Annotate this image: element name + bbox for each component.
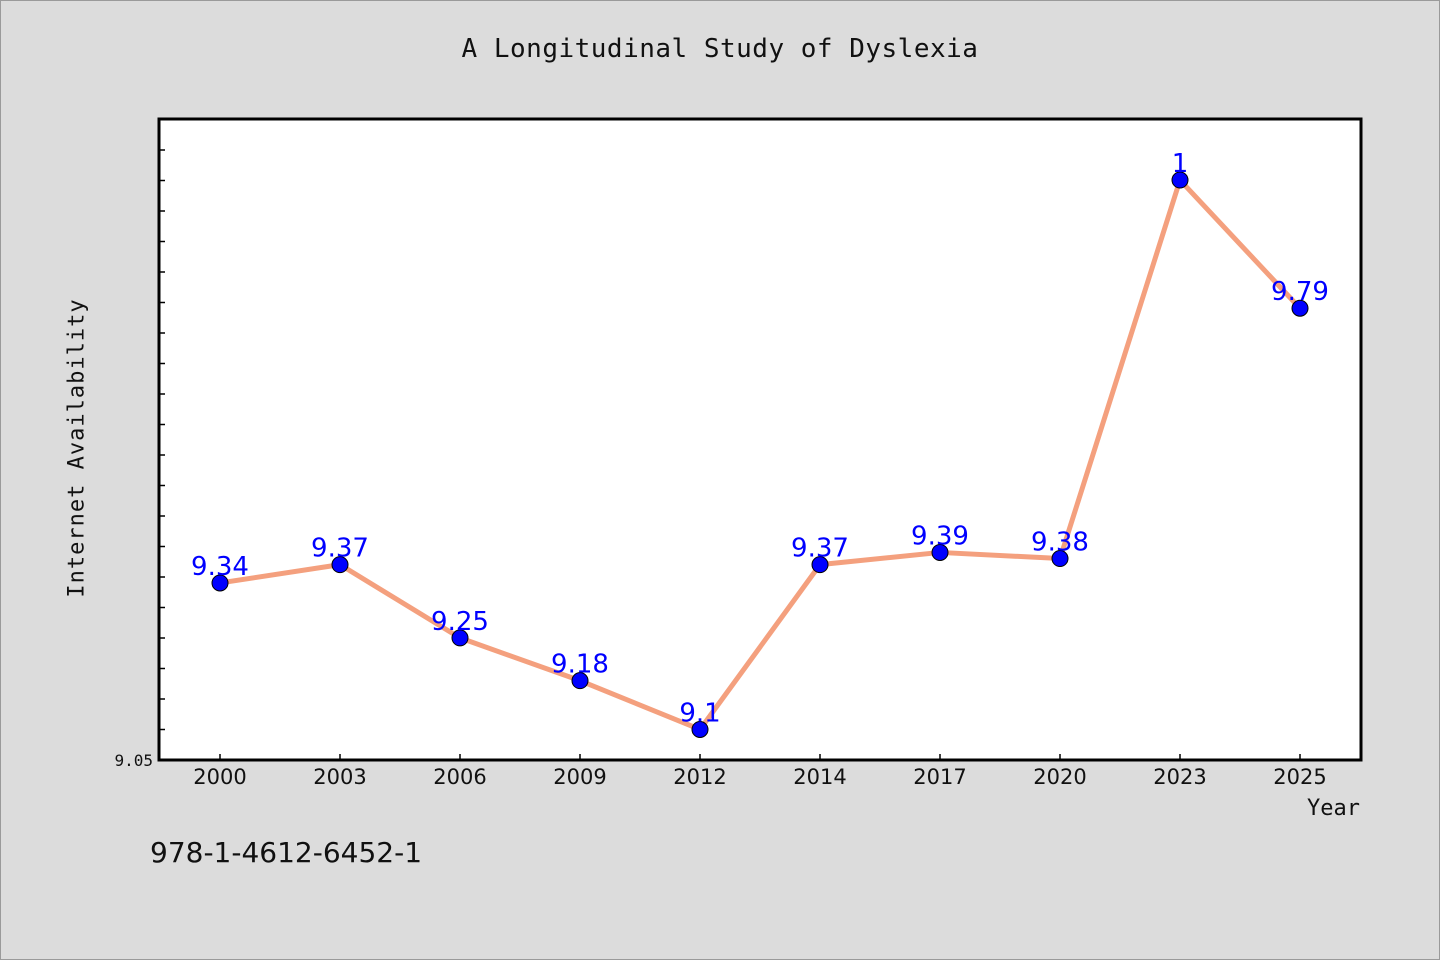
data-label: 9.18 <box>551 650 609 680</box>
x-tick-label: 2009 <box>553 765 606 789</box>
data-point <box>571 672 589 690</box>
data-label: 9.34 <box>191 552 249 582</box>
x-axis-ticks: 2000 2003 2006 2009 2012 2014 2017 2020 2023 2025 <box>193 754 1327 789</box>
data-label: 9.1 <box>679 698 720 728</box>
isbn-text: 978-1-4612-6452-1 <box>150 836 423 869</box>
data-point <box>331 556 349 574</box>
y-tick-label: 9.05 <box>114 751 153 770</box>
x-tick-label: 2025 <box>1273 765 1326 789</box>
data-label: 9.37 <box>791 534 849 564</box>
data-point <box>1171 171 1189 189</box>
x-tick-label: 2014 <box>793 765 846 789</box>
data-label: 9.37 <box>311 534 369 564</box>
chart-title: A Longitudinal Study of Dyslexia <box>461 34 979 64</box>
data-label: 9.25 <box>431 607 489 637</box>
series-line <box>219 177 1302 732</box>
data-label: 9.79 <box>1271 277 1329 307</box>
data-point <box>811 556 829 574</box>
data-point <box>451 629 469 647</box>
x-tick-label: 2003 <box>313 765 366 789</box>
data-point <box>211 574 229 592</box>
plot-area <box>157 117 1363 762</box>
data-label: 9.38 <box>1031 528 1089 558</box>
series-group: 9.34 9.37 9.25 9.18 9.1 9.37 9.39 9.38 1 9.79 <box>191 149 1329 738</box>
x-tick-label: 2006 <box>433 765 486 789</box>
data-point <box>1291 299 1309 317</box>
data-label: 9.39 <box>911 521 969 551</box>
x-tick-label: 2012 <box>673 765 726 789</box>
x-tick-label: 2000 <box>193 765 246 789</box>
data-point <box>931 543 949 561</box>
data-label: 1 <box>1172 149 1189 179</box>
x-tick-label: 2017 <box>913 765 966 789</box>
x-tick-label: 2023 <box>1153 765 1206 789</box>
data-point <box>1051 550 1069 568</box>
y-axis-ticks: 9.05 <box>114 149 165 770</box>
x-axis-label: Year <box>1307 796 1360 821</box>
x-tick-label: 2020 <box>1033 765 1086 789</box>
data-point <box>691 720 709 738</box>
